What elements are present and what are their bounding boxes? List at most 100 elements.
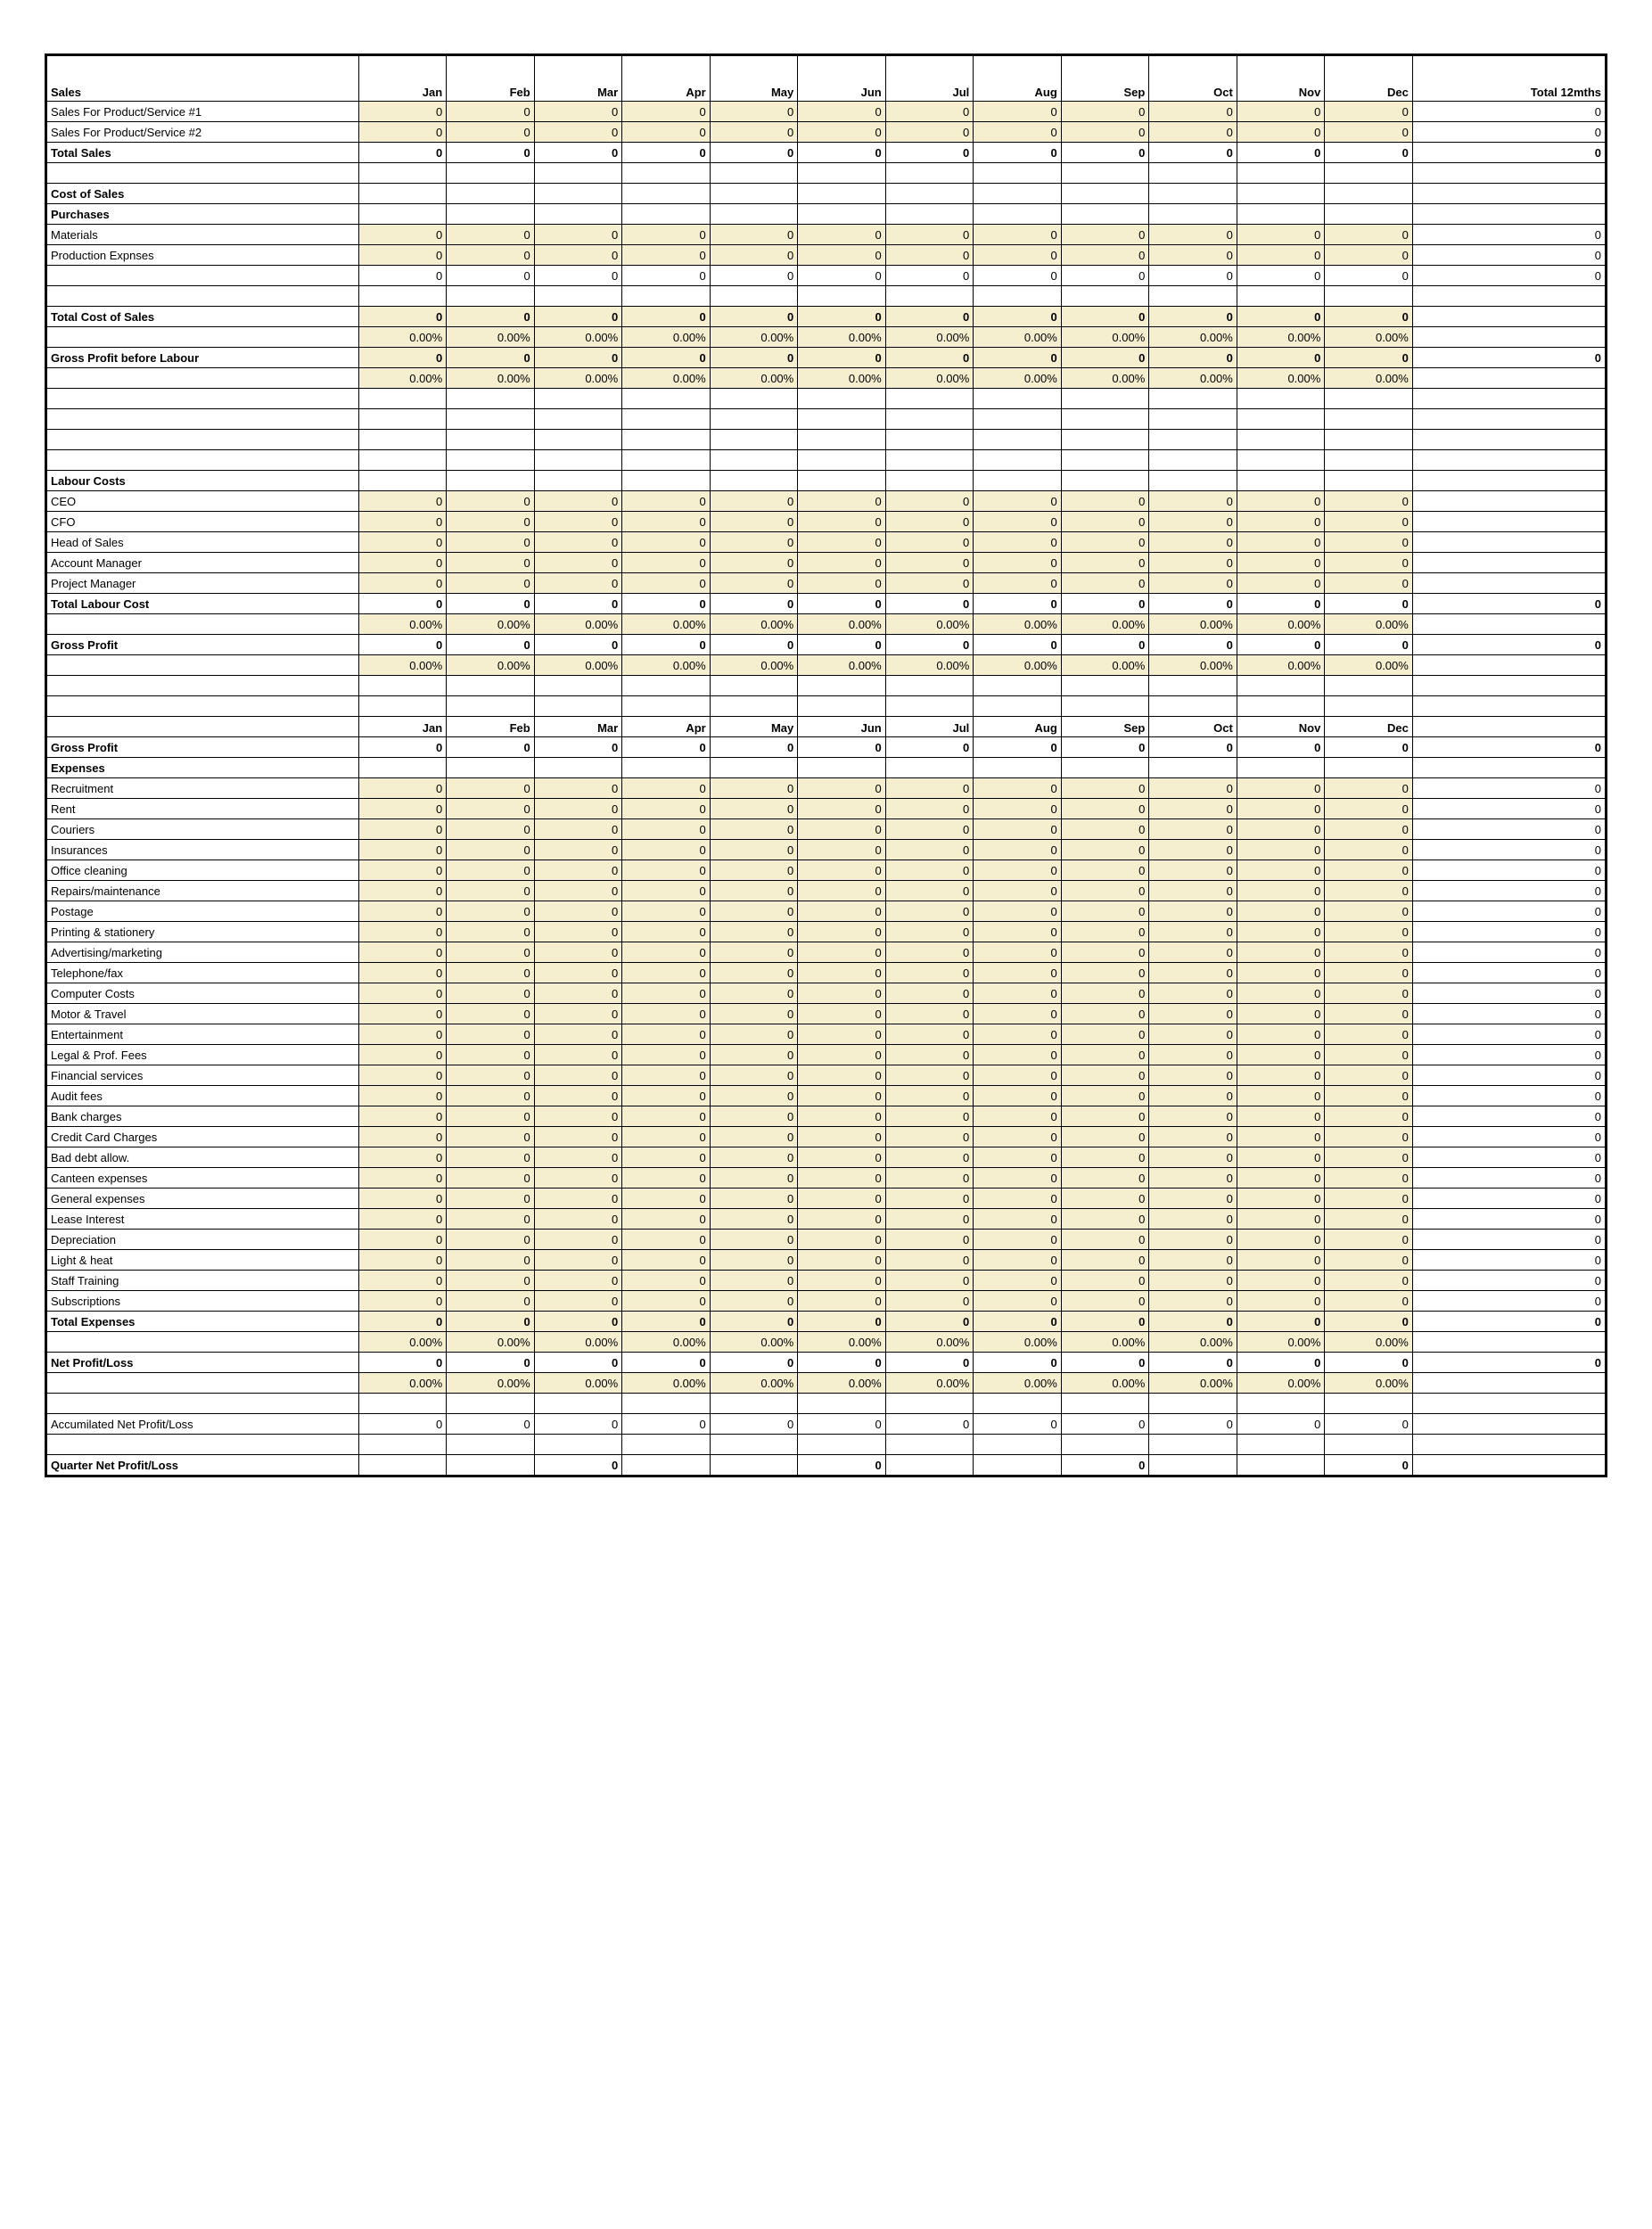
cell: 0 <box>622 225 711 245</box>
cell: 0 <box>1061 799 1149 819</box>
cell: 0 <box>798 1250 886 1271</box>
cell: 0 <box>885 963 974 983</box>
cell: 0 <box>1149 1127 1237 1147</box>
cell: 0 <box>534 512 622 532</box>
cell: 0 <box>1237 1271 1325 1291</box>
cell: 0 <box>447 819 535 840</box>
cell: 0 <box>710 1353 798 1373</box>
cell: 0 <box>358 512 447 532</box>
cell: 0 <box>710 1291 798 1312</box>
cell: 0 <box>1149 1189 1237 1209</box>
cell: 0 <box>1237 963 1325 983</box>
row-label: Advertising/marketing <box>46 942 359 963</box>
cell: 0 <box>447 573 535 594</box>
total-header: Total 12mths <box>1412 55 1606 102</box>
cell: 0 <box>534 245 622 266</box>
cell: 0 <box>974 1230 1062 1250</box>
cell: 0 <box>974 963 1062 983</box>
cell: 0 <box>1325 737 1413 758</box>
cell: 0 <box>710 819 798 840</box>
cell: 0 <box>1149 573 1237 594</box>
cell: 0 <box>1061 1024 1149 1045</box>
cell: 0 <box>1237 1086 1325 1106</box>
cell: 0 <box>534 1209 622 1230</box>
row-label: Repairs/maintenance <box>46 881 359 901</box>
cell: 0 <box>1325 245 1413 266</box>
cell: 0 <box>710 1004 798 1024</box>
total-cell <box>1412 553 1606 573</box>
cell: 0 <box>1061 307 1149 327</box>
cell: 0 <box>798 122 886 143</box>
month-header: May <box>710 55 798 102</box>
cell: 0 <box>1325 307 1413 327</box>
cell: 0 <box>622 1209 711 1230</box>
cell: 0 <box>358 1004 447 1024</box>
cell: 0 <box>1149 1312 1237 1332</box>
cell: 0 <box>1061 594 1149 614</box>
cell: 0 <box>1149 942 1237 963</box>
cell: 0 <box>798 860 886 881</box>
cell: 0 <box>974 1250 1062 1271</box>
cell: 0 <box>1149 1168 1237 1189</box>
cell: 0 <box>710 860 798 881</box>
pct-cell: 0.00% <box>1061 614 1149 635</box>
cell: 0 <box>974 1106 1062 1127</box>
cell: 0 <box>1149 1024 1237 1045</box>
cell: 0 <box>798 1209 886 1230</box>
row-label: Gross Profit <box>46 635 359 655</box>
cell: 0 <box>1325 348 1413 368</box>
cell: 0 <box>622 819 711 840</box>
pct-cell: 0.00% <box>447 327 535 348</box>
cell: 0 <box>710 1024 798 1045</box>
cell: 0 <box>358 1106 447 1127</box>
cell: 0 <box>710 1230 798 1250</box>
cell: 0 <box>710 1250 798 1271</box>
cell: 0 <box>1061 573 1149 594</box>
cell: 0 <box>885 348 974 368</box>
cell: 0 <box>798 881 886 901</box>
cell: 0 <box>974 1065 1062 1086</box>
cell: 0 <box>358 983 447 1004</box>
cell: 0 <box>710 225 798 245</box>
cell: 0 <box>1061 245 1149 266</box>
month-header: Jun <box>798 717 886 737</box>
cell: 0 <box>974 512 1062 532</box>
cell: 0 <box>710 1168 798 1189</box>
cell: 0 <box>1149 225 1237 245</box>
cell: 0 <box>974 1353 1062 1373</box>
pct-cell: 0.00% <box>622 614 711 635</box>
cell: 0 <box>622 901 711 922</box>
cell: 0 <box>534 1271 622 1291</box>
total-cell: 0 <box>1412 737 1606 758</box>
cell: 0 <box>1325 553 1413 573</box>
pct-cell: 0.00% <box>1149 655 1237 676</box>
cell: 0 <box>885 778 974 799</box>
cell: 0 <box>974 122 1062 143</box>
cell: 0 <box>710 491 798 512</box>
cell: 0 <box>885 840 974 860</box>
cell: 0 <box>534 122 622 143</box>
cell: 0 <box>358 225 447 245</box>
row-label: Computer Costs <box>46 983 359 1004</box>
pct-cell: 0.00% <box>358 655 447 676</box>
pct-cell: 0.00% <box>1325 1373 1413 1394</box>
cell: 0 <box>358 737 447 758</box>
cell: 0 <box>1237 942 1325 963</box>
cell: 0 <box>622 737 711 758</box>
cell: 0 <box>710 143 798 163</box>
pct-cell: 0.00% <box>1237 614 1325 635</box>
cell: 0 <box>885 901 974 922</box>
cell: 0 <box>885 553 974 573</box>
cell: 0 <box>885 1004 974 1024</box>
cell: 0 <box>358 491 447 512</box>
cell: 0 <box>447 532 535 553</box>
cell: 0 <box>1061 553 1149 573</box>
cell: 0 <box>885 1312 974 1332</box>
cell: 0 <box>974 983 1062 1004</box>
cell: 0 <box>622 1045 711 1065</box>
cell: 0 <box>798 737 886 758</box>
cell: 0 <box>1325 122 1413 143</box>
cell: 0 <box>358 1271 447 1291</box>
pct-cell: 0.00% <box>622 1373 711 1394</box>
cell: 0 <box>1325 1004 1413 1024</box>
